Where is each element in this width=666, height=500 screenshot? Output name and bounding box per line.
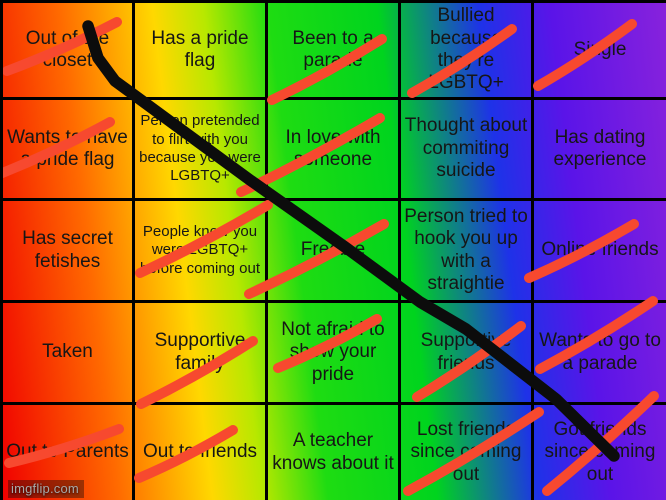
- bingo-cell-label: People knew you were LGBTQ+ before comin…: [139, 223, 261, 277]
- bingo-cell-label: Lost friends since coming out: [410, 418, 522, 485]
- bingo-cell-label: A teacher knows about it: [272, 430, 394, 474]
- bingo-cell: Person pretended to flirt with you becau…: [135, 100, 268, 201]
- bingo-cell: Taken: [3, 303, 135, 405]
- bingo-cell-label: Person tried to hook you up with a strai…: [404, 205, 528, 294]
- bingo-cell: Supportive friends: [401, 303, 534, 405]
- bingo-cell: Freebie: [268, 201, 401, 303]
- bingo-cell: Out to friends: [135, 405, 268, 500]
- bingo-grid: Out of the closet Has a pride flag Been to…: [3, 3, 666, 500]
- bingo-cell: Not afraid to show your pride: [268, 303, 401, 405]
- bingo-cell: Wants to go to a parade: [534, 303, 666, 405]
- bingo-cell: Wants to have a pride flag: [3, 100, 135, 201]
- bingo-cell: Been to a parade: [268, 3, 401, 100]
- bingo-cell-label: Freebie: [300, 239, 366, 261]
- bingo-cell: Out of the closet: [3, 3, 135, 100]
- bingo-cell-label: Wants to have a pride flag: [7, 126, 128, 170]
- bingo-cell: Thought about commiting suicide: [401, 100, 534, 201]
- bingo-cell-label: Taken: [42, 341, 93, 363]
- bingo-cell-label: Has dating experience: [553, 126, 647, 170]
- bingo-cell-label: Out to Parents: [6, 441, 129, 463]
- bingo-cell: Single: [534, 3, 666, 100]
- bingo-cell: Bullied because they're LGBTQ+: [401, 3, 534, 100]
- bingo-cell: Supportive family: [135, 303, 268, 405]
- bingo-cell-label: Person pretended to flirt with you becau…: [139, 112, 261, 185]
- bingo-cell-label: In love with someone: [285, 126, 381, 170]
- bingo-cell: Lost friends since coming out: [401, 405, 534, 500]
- bingo-cell-label: Supportive family: [154, 330, 246, 374]
- bingo-cell-label: Wants to go to a parade: [539, 330, 661, 374]
- bingo-cell-label: Has a pride flag: [151, 27, 249, 71]
- bingo-cell: Has a pride flag: [135, 3, 268, 100]
- bingo-cell: People knew you were LGBTQ+ before comin…: [135, 201, 268, 303]
- bingo-cell-label: Supportive friends: [420, 330, 512, 374]
- bingo-cell-label: Not afraid to show your pride: [281, 318, 385, 385]
- bingo-cell-label: Got friends since coming out: [544, 418, 656, 485]
- bingo-cell: A teacher knows about it: [268, 405, 401, 500]
- bingo-cell-label: Out to friends: [142, 441, 258, 463]
- bingo-cell: Online friends: [534, 201, 666, 303]
- imgflip-watermark: imgflip.com: [8, 480, 84, 498]
- bingo-cell-label: Out of the closet: [25, 27, 110, 71]
- bingo-cell: Has secret fetishes: [3, 201, 135, 303]
- bingo-cell: Person tried to hook you up with a strai…: [401, 201, 534, 303]
- bingo-cell-label: Thought about commiting suicide: [404, 115, 528, 182]
- bingo-cell-label: Been to a parade: [292, 27, 374, 71]
- bingo-cell-label: Bullied because they're LGBTQ+: [428, 5, 504, 94]
- bingo-cell: Got friends since coming out: [534, 405, 666, 500]
- bingo-cell-label: Has secret fetishes: [22, 228, 113, 272]
- bingo-cell-label: Single: [573, 38, 627, 60]
- bingo-cell: In love with someone: [268, 100, 401, 201]
- bingo-cell: Has dating experience: [534, 100, 666, 201]
- bingo-cell-label: Online friends: [541, 239, 659, 261]
